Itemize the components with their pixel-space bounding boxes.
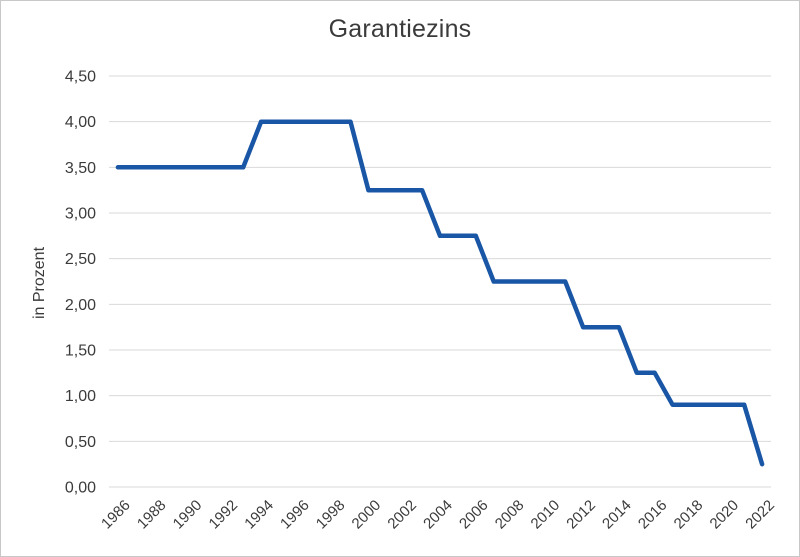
data-line [115,119,765,467]
x-tick-label: 2008 [492,497,528,533]
x-tick-label: 2020 [707,497,743,533]
x-tick-label: 1988 [134,497,170,533]
x-tick-label: 2002 [384,497,420,533]
x-tick-label: 1990 [170,497,206,533]
x-tick-label: 2018 [671,497,707,533]
x-tick-label: 2004 [420,497,456,533]
x-tick-label: 1996 [277,497,313,533]
x-tick-label: 1992 [206,497,242,533]
x-tick-label: 1998 [313,497,349,533]
y-tick-label: 4,00 [65,114,96,131]
y-tick-label: 4,50 [65,69,96,86]
x-tick-label: 2006 [456,497,492,533]
x-tick-label: 2012 [563,497,599,533]
x-tick-label: 2016 [635,497,671,533]
y-tick-label: 1,50 [65,343,96,360]
x-tick-label: 1994 [241,497,277,533]
x-tick-label: 2000 [349,497,385,533]
x-tick-label: 2022 [742,497,778,533]
y-tick-label: 3,00 [65,206,96,223]
y-tick-label: 1,00 [65,388,96,405]
y-tick-label: 2,50 [65,251,96,268]
x-tick-label: 2014 [599,497,635,533]
y-tick-label: 2,00 [65,297,96,314]
y-tick-label: 0,50 [65,434,96,451]
y-tick-label: 3,50 [65,160,96,177]
x-tick-label: 1986 [98,497,134,533]
y-tick-label: 0,00 [65,480,96,497]
x-tick-label: 2010 [528,497,564,533]
chart-title: Garantiezins [328,15,472,43]
